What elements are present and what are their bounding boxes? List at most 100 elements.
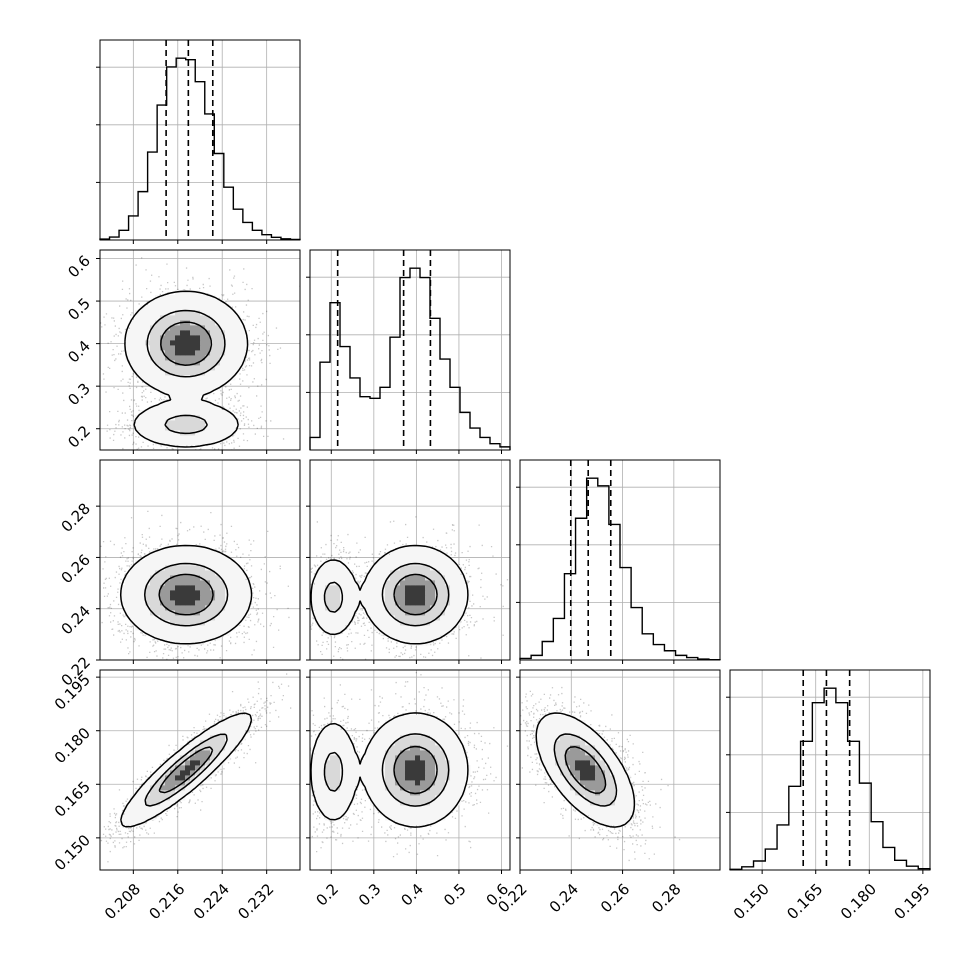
density-cell: [155, 560, 161, 566]
density-cell: [415, 805, 421, 811]
density-cell: [160, 580, 166, 586]
density-cell: [450, 770, 456, 776]
density-cell: [235, 575, 241, 581]
density-cell: [345, 570, 351, 576]
density-cell: [605, 775, 611, 781]
density-cell: [630, 800, 636, 806]
density-cell: [195, 335, 201, 341]
density-cell: [230, 715, 236, 721]
density-cell: [330, 560, 336, 566]
density-cell: [410, 580, 416, 586]
density-cell: [165, 350, 171, 356]
density-cell: [210, 345, 216, 351]
density-cell: [375, 590, 381, 596]
density-cell: [145, 325, 151, 331]
density-cell: [335, 815, 341, 821]
density-cell: [205, 635, 211, 641]
density-cell: [185, 385, 191, 391]
x-tick-label: 0.26: [597, 880, 633, 916]
density-cell: [230, 350, 236, 356]
density-cell: [585, 800, 591, 806]
density-cell: [415, 600, 421, 606]
density-cell: [320, 605, 326, 611]
density-cell: [200, 775, 206, 781]
histogram-2: [519, 477, 721, 661]
density-cell: [220, 725, 226, 731]
density-cell: [385, 585, 391, 591]
density-cell: [420, 795, 426, 801]
joint-panel-2-1: [306, 459, 511, 664]
density-cell: [195, 435, 201, 441]
density-cell: [425, 550, 431, 556]
density-cell: [165, 550, 171, 556]
density-cell: [225, 325, 231, 331]
density-cell: [180, 290, 186, 296]
density-cell: [455, 595, 461, 601]
histogram-3: [729, 687, 931, 871]
density-cell: [455, 615, 461, 621]
density-cell: [450, 795, 456, 801]
density-cell: [400, 570, 406, 576]
density-cell: [145, 330, 151, 336]
density-cell: [220, 375, 226, 381]
density-cell: [420, 600, 426, 606]
density-cell: [175, 555, 181, 561]
density-cell: [320, 790, 326, 796]
density-cell: [570, 720, 576, 726]
density-cell: [165, 325, 171, 331]
density-cell: [165, 375, 171, 381]
density-cell: [585, 760, 591, 766]
density-cell: [230, 315, 236, 321]
density-cell: [415, 610, 421, 616]
density-cell: [195, 400, 201, 406]
density-cell: [435, 580, 441, 586]
density-cell: [380, 565, 386, 571]
density-cell: [415, 745, 421, 751]
density-cell: [145, 565, 151, 571]
density-cell: [565, 740, 571, 746]
density-cell: [405, 765, 411, 771]
density-cell: [430, 610, 436, 616]
density-cell: [220, 370, 226, 376]
density-cell: [555, 725, 561, 731]
density-cell: [215, 725, 221, 731]
density-cell: [195, 630, 201, 636]
density-cell: [155, 335, 161, 341]
density-cell: [145, 350, 151, 356]
density-cell: [395, 745, 401, 751]
density-cell: [365, 600, 371, 606]
density-cell: [410, 625, 416, 631]
density-cell: [335, 610, 341, 616]
density-cell: [185, 545, 191, 551]
density-cell: [220, 300, 226, 306]
scatter-points: [100, 673, 292, 863]
density-cell: [160, 795, 166, 801]
density-cell: [345, 750, 351, 756]
density-cell: [350, 775, 356, 781]
density-cell: [195, 345, 201, 351]
density-cell: [335, 615, 341, 621]
density-cell: [200, 415, 206, 421]
density-cell: [240, 605, 246, 611]
density-cell: [195, 600, 201, 606]
density-cell: [550, 735, 556, 741]
density-cell: [335, 765, 341, 771]
density-cell: [170, 305, 176, 311]
density-cell: [165, 365, 171, 371]
density-cell: [160, 415, 166, 421]
density-cell: [185, 310, 191, 316]
density-cell: [405, 570, 411, 576]
density-cell: [420, 580, 426, 586]
density-cell: [335, 595, 341, 601]
density-cell: [190, 380, 196, 386]
density-cell: [410, 730, 416, 736]
density-cell: [130, 585, 136, 591]
density-cell: [370, 755, 376, 761]
density-cell: [180, 365, 186, 371]
density-cell: [445, 555, 451, 561]
density-cell: [415, 750, 421, 756]
density-cell: [405, 760, 411, 766]
density-cell: [155, 345, 161, 351]
density-cell: [625, 800, 631, 806]
density-cell: [560, 725, 566, 731]
